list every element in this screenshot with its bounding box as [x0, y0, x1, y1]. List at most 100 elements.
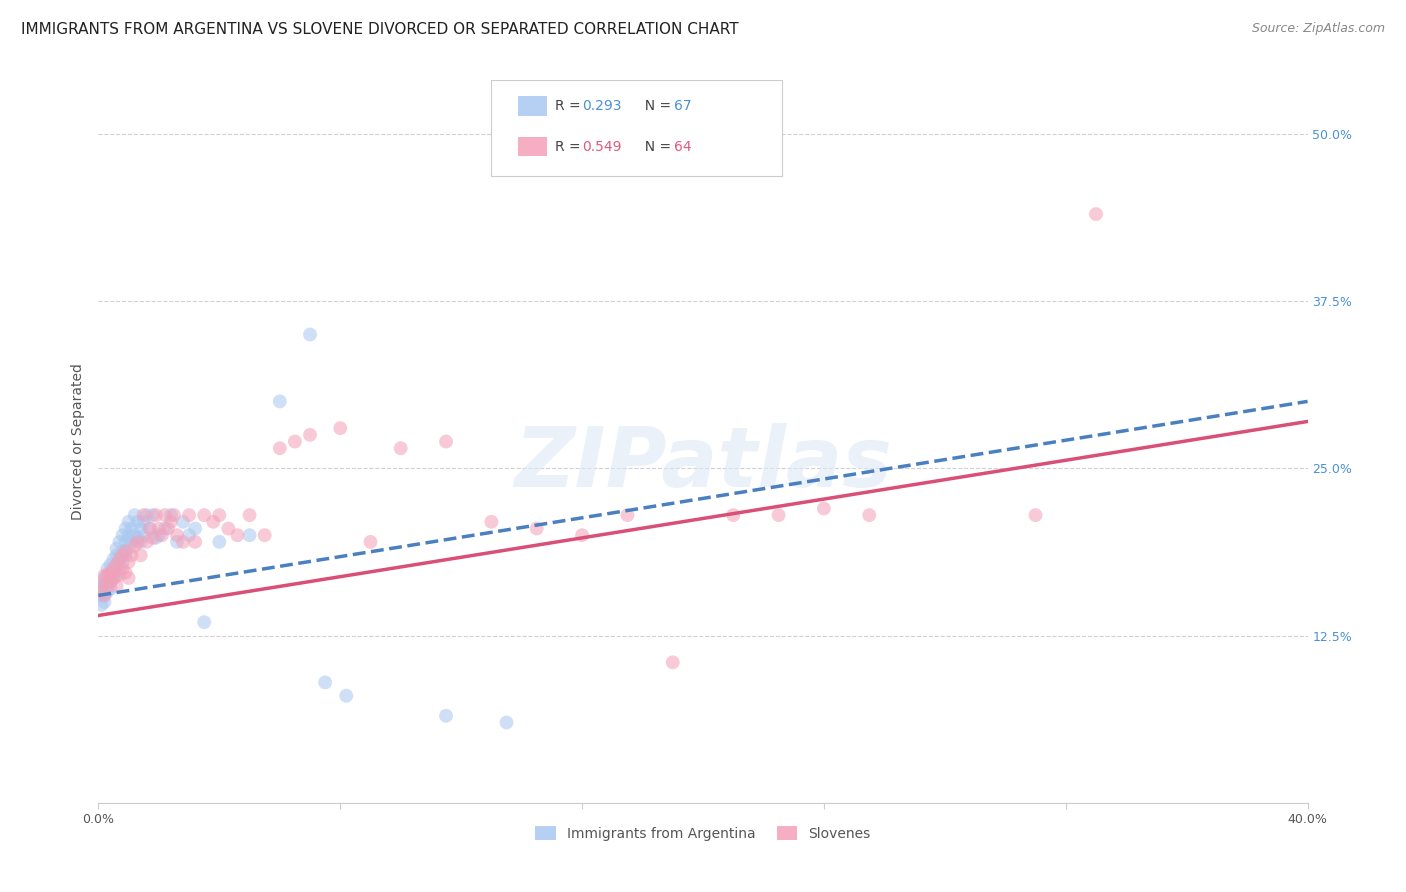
- Point: [208, 508, 231, 523]
- Point: [132, 508, 155, 523]
- Point: [93, 589, 115, 603]
- Point: [148, 528, 170, 542]
- Point: [93, 571, 115, 585]
- Point: [96, 575, 118, 590]
- Point: [481, 515, 503, 529]
- Point: [172, 534, 194, 549]
- Point: [96, 568, 118, 582]
- Point: [179, 528, 201, 542]
- Point: [495, 715, 517, 730]
- Text: 64: 64: [673, 140, 692, 153]
- Point: [108, 562, 131, 576]
- Point: [100, 566, 122, 580]
- Point: [111, 544, 134, 558]
- Point: [103, 562, 125, 576]
- Point: [723, 508, 745, 523]
- Point: [184, 521, 207, 535]
- Point: [434, 434, 457, 449]
- Point: [526, 521, 548, 535]
- Point: [114, 521, 136, 535]
- Point: [135, 508, 157, 523]
- Point: [100, 558, 122, 572]
- Point: [360, 534, 382, 549]
- Point: [127, 534, 149, 549]
- Point: [217, 521, 239, 535]
- Text: N =: N =: [637, 140, 676, 153]
- Point: [121, 548, 143, 563]
- Point: [114, 544, 136, 558]
- Point: [239, 528, 262, 542]
- Point: [108, 534, 131, 549]
- Legend: Immigrants from Argentina, Slovenes: Immigrants from Argentina, Slovenes: [530, 821, 876, 847]
- Point: [142, 508, 165, 523]
- Point: [90, 598, 112, 612]
- Point: [139, 521, 162, 535]
- Y-axis label: Divorced or Separated: Divorced or Separated: [70, 363, 84, 520]
- Point: [150, 528, 173, 542]
- Point: [269, 394, 291, 409]
- Point: [314, 675, 336, 690]
- Point: [118, 541, 141, 556]
- Point: [299, 327, 322, 342]
- Point: [111, 548, 134, 563]
- Point: [127, 515, 149, 529]
- Point: [103, 562, 125, 576]
- Point: [90, 584, 112, 599]
- Point: [108, 568, 131, 582]
- Point: [111, 528, 134, 542]
- Point: [118, 528, 141, 542]
- Point: [108, 552, 131, 566]
- Point: [160, 515, 183, 529]
- Text: IMMIGRANTS FROM ARGENTINA VS SLOVENE DIVORCED OR SEPARATED CORRELATION CHART: IMMIGRANTS FROM ARGENTINA VS SLOVENE DIV…: [21, 22, 738, 37]
- Point: [389, 442, 412, 455]
- Point: [103, 571, 125, 585]
- Point: [129, 534, 152, 549]
- Point: [135, 534, 157, 549]
- Point: [103, 571, 125, 585]
- Point: [129, 548, 152, 563]
- Text: R =: R =: [555, 140, 585, 153]
- Point: [858, 508, 880, 523]
- Point: [184, 534, 207, 549]
- Point: [179, 508, 201, 523]
- Text: N =: N =: [637, 99, 676, 113]
- Point: [96, 568, 118, 582]
- Point: [93, 578, 115, 592]
- Point: [329, 421, 352, 435]
- Point: [335, 689, 357, 703]
- Point: [121, 521, 143, 535]
- Point: [93, 568, 115, 582]
- Point: [139, 521, 162, 535]
- Point: [768, 508, 790, 523]
- Point: [156, 521, 179, 535]
- Point: [105, 558, 128, 572]
- Point: [1085, 207, 1108, 221]
- Point: [108, 551, 131, 566]
- Text: 67: 67: [673, 99, 692, 113]
- Point: [142, 531, 165, 545]
- Point: [1024, 508, 1046, 523]
- Point: [93, 595, 115, 609]
- Point: [253, 528, 276, 542]
- Point: [90, 589, 112, 603]
- Point: [193, 508, 215, 523]
- Point: [105, 568, 128, 582]
- Point: [114, 566, 136, 580]
- Point: [145, 531, 167, 545]
- Text: R =: R =: [555, 99, 585, 113]
- Point: [193, 615, 215, 630]
- Point: [616, 508, 638, 523]
- Point: [105, 579, 128, 593]
- Point: [105, 558, 128, 572]
- Point: [153, 521, 176, 535]
- Point: [105, 548, 128, 563]
- Point: [93, 589, 115, 603]
- Point: [124, 508, 146, 523]
- Point: [299, 427, 322, 442]
- Point: [129, 521, 152, 535]
- Point: [96, 562, 118, 576]
- Point: [166, 528, 188, 542]
- Point: [118, 515, 141, 529]
- Point: [163, 508, 186, 523]
- Point: [105, 541, 128, 556]
